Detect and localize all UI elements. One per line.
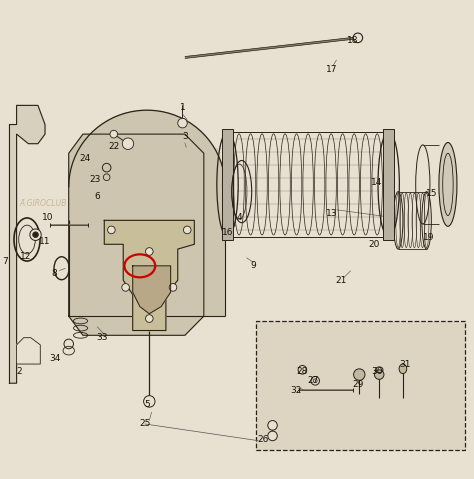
Circle shape — [144, 396, 155, 407]
Text: 11: 11 — [39, 238, 51, 246]
Text: 7: 7 — [2, 257, 8, 265]
Text: 26: 26 — [257, 435, 269, 444]
Circle shape — [122, 284, 129, 291]
Text: 2: 2 — [16, 367, 22, 376]
Circle shape — [122, 138, 134, 149]
Polygon shape — [17, 338, 40, 364]
Text: 12: 12 — [20, 252, 32, 261]
Circle shape — [30, 229, 41, 240]
Circle shape — [183, 226, 191, 234]
Text: Ä GIROCLUB: Ä GIROCLUB — [19, 199, 66, 208]
Circle shape — [374, 370, 384, 379]
Text: 13: 13 — [326, 209, 337, 217]
Polygon shape — [9, 105, 45, 383]
Text: 16: 16 — [222, 228, 233, 237]
Circle shape — [353, 33, 363, 43]
Circle shape — [268, 421, 277, 430]
Text: boats.net ©: boats.net © — [185, 147, 232, 155]
Bar — [383, 129, 394, 240]
Circle shape — [146, 315, 153, 322]
Text: 3: 3 — [182, 132, 188, 141]
Text: 20: 20 — [369, 240, 380, 249]
Polygon shape — [104, 220, 194, 331]
Bar — [222, 129, 233, 240]
Text: 14: 14 — [371, 178, 383, 186]
Circle shape — [110, 130, 118, 138]
Circle shape — [146, 248, 153, 255]
Ellipse shape — [399, 364, 407, 374]
Text: 25: 25 — [139, 420, 150, 428]
Polygon shape — [69, 110, 225, 316]
Text: 5: 5 — [144, 400, 150, 409]
Text: 15: 15 — [426, 190, 437, 198]
Text: 22: 22 — [108, 142, 119, 150]
Text: 33: 33 — [96, 333, 108, 342]
Circle shape — [354, 369, 365, 380]
Circle shape — [108, 226, 115, 234]
Ellipse shape — [439, 143, 457, 227]
Circle shape — [178, 118, 187, 128]
Text: 4: 4 — [237, 214, 242, 222]
Text: 32: 32 — [291, 386, 302, 395]
Polygon shape — [133, 266, 171, 314]
Text: 31: 31 — [400, 360, 411, 368]
Text: 34: 34 — [49, 354, 60, 363]
Circle shape — [268, 431, 277, 441]
Text: 17: 17 — [326, 65, 337, 74]
Bar — [256, 321, 465, 450]
Text: 29: 29 — [352, 380, 364, 388]
Text: 1: 1 — [180, 103, 185, 112]
Text: 28: 28 — [297, 367, 308, 376]
Circle shape — [169, 284, 177, 291]
Text: 9: 9 — [251, 262, 256, 270]
Text: 18: 18 — [347, 36, 359, 45]
Text: 8: 8 — [52, 269, 57, 277]
Text: 10: 10 — [42, 214, 53, 222]
Text: 30: 30 — [371, 367, 383, 376]
Text: 19: 19 — [423, 233, 435, 241]
Text: 6: 6 — [94, 192, 100, 201]
Text: 21: 21 — [336, 276, 347, 285]
Text: 23: 23 — [89, 175, 100, 184]
Polygon shape — [69, 134, 204, 335]
Text: 24: 24 — [80, 154, 91, 162]
Text: 27: 27 — [307, 376, 319, 385]
Circle shape — [33, 232, 38, 238]
